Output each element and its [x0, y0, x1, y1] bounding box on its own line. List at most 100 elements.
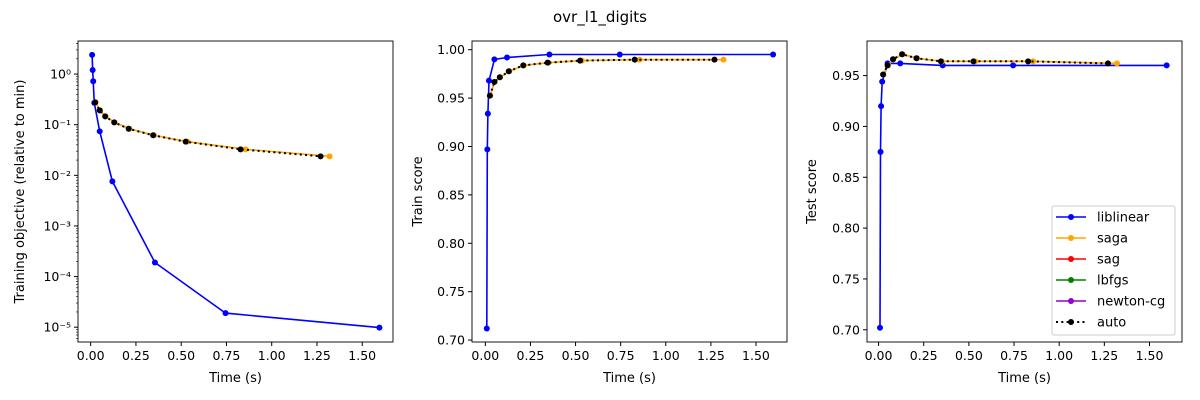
x-tick-label: 0.00: [77, 348, 105, 363]
data-point-auto: [92, 99, 99, 106]
data-point-liblinear: [1010, 62, 1017, 69]
data-point-liblinear: [483, 325, 490, 332]
legend-entry-newton-cg: newton-cg: [1056, 295, 1165, 310]
subplot-3: 0.00 0.25 0.50 0.75 1.00 1.25 1.50 0.70 0.75 0.80…: [805, 40, 1183, 386]
data-point-auto: [1025, 58, 1032, 65]
legend-label: lbfgs: [1097, 274, 1129, 289]
data-point-liblinear: [878, 103, 885, 110]
y-tick-label: 0.75: [832, 271, 860, 286]
y-tick-label: 10⁰: [50, 67, 71, 82]
data-point-liblinear: [879, 78, 886, 85]
y-tick-label: 0.90: [832, 119, 860, 134]
legend-entry-liblinear: liblinear: [1056, 211, 1150, 226]
data-point-auto: [125, 125, 132, 132]
series-liblinear: [89, 51, 383, 331]
legend-marker-saga: [1068, 235, 1074, 241]
legend-entry-saga: saga: [1056, 232, 1128, 247]
legend-label: auto: [1097, 316, 1126, 331]
x-tick-label: 1.25: [303, 348, 331, 363]
series-liblinear: [483, 51, 777, 332]
data-point-auto: [496, 74, 503, 81]
y-tick-label: 0.95: [437, 91, 465, 106]
x-tick-label: 0.00: [471, 348, 499, 363]
x-tick-label: 0.50: [562, 348, 590, 363]
y-tick-label: 10⁻⁵: [43, 320, 71, 335]
data-point-auto: [913, 55, 920, 62]
data-point-liblinear: [546, 51, 553, 58]
data-point-saga: [720, 56, 727, 63]
x-tick-label: 1.00: [258, 348, 286, 363]
x-tick-label: 0.75: [1000, 348, 1028, 363]
data-point-liblinear: [376, 324, 383, 331]
x-axis-label: Time (s): [208, 371, 262, 386]
data-point-liblinear: [616, 51, 623, 58]
data-point-liblinear: [877, 148, 884, 155]
figure-title: ovr_l1_digits: [553, 8, 647, 27]
data-point-liblinear: [484, 146, 491, 153]
data-point-liblinear: [89, 67, 96, 74]
y-tick-label: 0.80: [437, 236, 465, 251]
data-point-auto: [150, 132, 157, 139]
data-point-liblinear: [504, 54, 510, 61]
axes-frame: [77, 40, 394, 343]
data-point-liblinear: [491, 56, 498, 63]
data-point-auto: [884, 62, 891, 69]
y-axis-label: Train score: [411, 156, 426, 227]
y-tick-label: 0.80: [832, 221, 860, 236]
x-tick-label: 1.00: [1045, 348, 1073, 363]
y-tick-label: 0.85: [832, 170, 860, 185]
y-tick-label: 10⁻²: [43, 168, 71, 183]
legend-entry-sag: sag: [1056, 253, 1120, 268]
x-tick-label: 0.25: [910, 348, 938, 363]
y-tick-label: 10⁻¹: [43, 117, 71, 132]
legend-label: newton-cg: [1097, 295, 1165, 310]
legend-entry-auto: auto: [1056, 316, 1126, 331]
data-point-auto: [880, 71, 887, 78]
data-point-liblinear: [897, 60, 904, 67]
x-tick-label: 0.50: [167, 348, 195, 363]
y-tick-label: 0.70: [437, 333, 465, 348]
data-point-liblinear: [90, 78, 97, 85]
data-point-liblinear: [151, 259, 158, 266]
data-point-auto: [631, 56, 638, 63]
x-tick-label: 1.50: [348, 348, 376, 363]
data-point-auto: [486, 92, 493, 99]
data-point-auto: [182, 138, 189, 145]
series-auto: [486, 56, 718, 99]
data-point-auto: [520, 62, 527, 69]
data-point-liblinear: [770, 51, 777, 58]
x-tick-label: 1.25: [1090, 348, 1118, 363]
x-axis-label: Time (s): [602, 371, 656, 386]
data-point-auto: [937, 58, 944, 65]
y-tick-label: 10⁻³: [43, 218, 71, 233]
legend-label: liblinear: [1097, 211, 1150, 226]
x-tick-label: 1.25: [697, 348, 725, 363]
legend-marker-liblinear: [1068, 214, 1074, 220]
x-tick-label: 0.00: [865, 348, 893, 363]
series-auto: [92, 99, 324, 160]
axes-frame: [471, 40, 788, 343]
subplot-1: 0.00 0.25 0.50 0.75 1.00 1.25 1.50 10⁰ 10⁻¹ 10⁻² 1…: [13, 40, 394, 386]
legend-marker-sag: [1068, 256, 1074, 262]
y-tick-label: 10⁻⁴: [43, 269, 71, 284]
axes-frame: [866, 40, 1183, 343]
legend-entry-lbfgs: lbfgs: [1056, 274, 1129, 289]
x-axis-label: Time (s): [997, 371, 1051, 386]
data-point-auto: [491, 78, 498, 85]
data-point-liblinear: [877, 324, 884, 331]
data-point-auto: [577, 57, 584, 64]
legend-label: saga: [1097, 232, 1128, 247]
y-tick-label: 1.00: [437, 42, 465, 57]
data-point-auto: [237, 146, 244, 153]
data-point-saga: [326, 153, 333, 160]
y-tick-label: 0.85: [437, 187, 465, 202]
x-tick-label: 0.25: [517, 348, 545, 363]
data-point-auto: [111, 119, 118, 126]
data-point-auto: [96, 107, 103, 114]
data-point-liblinear: [484, 110, 491, 117]
data-point-liblinear: [109, 178, 116, 185]
data-point-liblinear: [485, 77, 492, 84]
y-axis-label: Test score: [805, 159, 820, 225]
